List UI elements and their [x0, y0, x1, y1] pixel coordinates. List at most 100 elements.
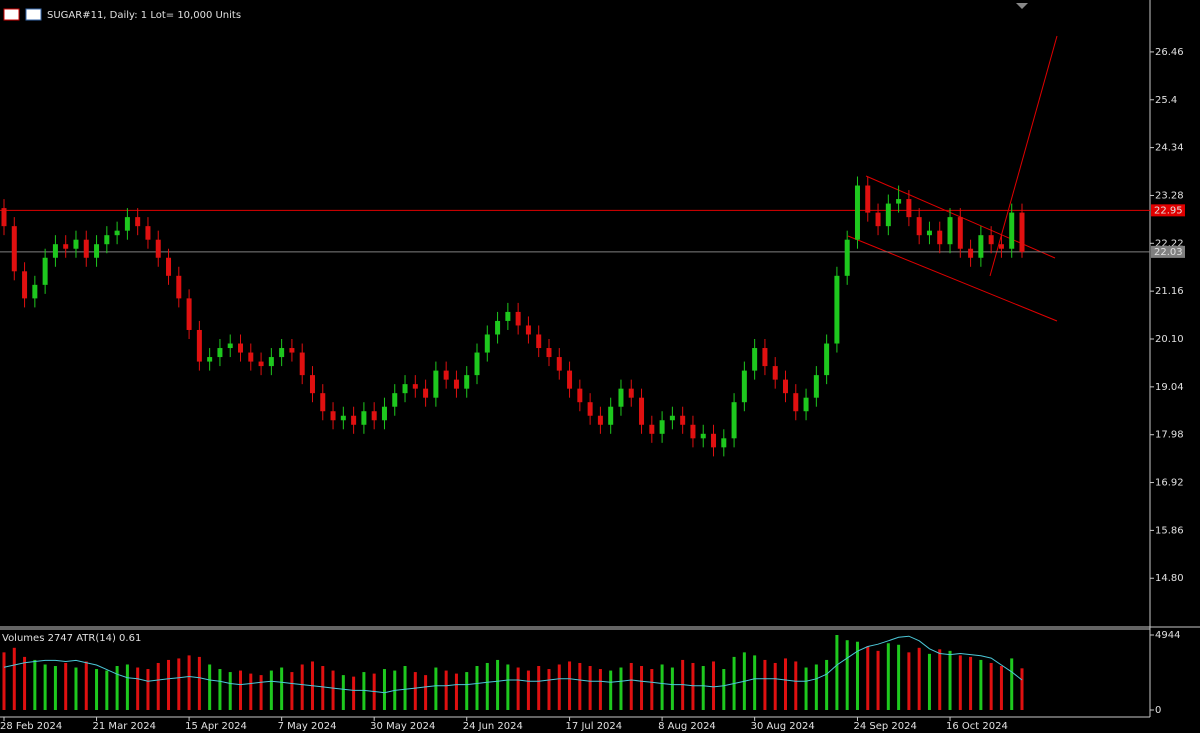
x-tick-label: 15 Apr 2024: [185, 721, 247, 732]
volume-bar: [999, 666, 1003, 710]
volume-bar: [578, 662, 582, 710]
volume-tick-label: 4944: [1155, 630, 1180, 641]
volume-bar: [485, 662, 489, 710]
volume-bar: [938, 649, 942, 710]
chart-title: SUGAR#11, Daily: 1 Lot= 10,000 Units: [47, 10, 241, 21]
volume-bar: [197, 656, 201, 710]
candle-body: [361, 411, 367, 425]
candle-body: [793, 393, 799, 412]
x-tick-label: 16 Oct 2024: [946, 721, 1008, 732]
volume-bar: [835, 635, 839, 710]
volume-bar: [670, 667, 674, 710]
candle-body: [330, 411, 336, 421]
y-tick-label: 16.92: [1155, 478, 1184, 489]
candle-body: [22, 271, 28, 299]
candle-body: [196, 329, 202, 362]
volume-bar: [167, 659, 171, 710]
volume-bar: [845, 640, 849, 710]
volume-bar: [125, 664, 129, 710]
candle-body: [896, 199, 902, 204]
volume-bar: [876, 650, 880, 710]
candle-body: [659, 420, 665, 434]
y-tick-label: 19.04: [1155, 382, 1184, 393]
volume-bar: [249, 673, 253, 710]
volume-bar: [691, 662, 695, 710]
volume-bar: [424, 675, 428, 710]
candle-body: [690, 424, 696, 439]
x-tick-label: 17 Jul 2024: [566, 721, 623, 732]
volume-bar: [280, 667, 284, 710]
candle-body: [186, 298, 192, 330]
candle-body: [505, 311, 511, 321]
volume-bar: [855, 641, 859, 710]
candle-body: [813, 375, 819, 398]
volume-bar: [927, 653, 931, 710]
candle-body: [680, 415, 686, 425]
candle-body: [968, 248, 974, 258]
volume-bar: [650, 669, 654, 710]
candle-body: [423, 388, 429, 398]
candle-body: [865, 185, 871, 213]
volume-bar: [105, 670, 109, 710]
candle-body: [577, 388, 583, 403]
candle-body: [885, 203, 891, 227]
candle-body: [166, 257, 172, 276]
candle-body: [937, 230, 943, 245]
candle-body: [536, 334, 542, 349]
candle-body: [248, 352, 254, 362]
y-tick-label: 25.4: [1155, 95, 1177, 106]
candle-body: [515, 311, 521, 326]
volume-bar: [43, 664, 47, 710]
candle-body: [587, 402, 593, 416]
candle-body: [495, 320, 501, 335]
volume-bar: [2, 652, 6, 710]
candle-body: [721, 438, 727, 448]
candle-body: [443, 370, 449, 380]
candle-body: [926, 230, 932, 236]
volume-bar: [701, 666, 705, 710]
candle-body: [978, 235, 984, 258]
candle-body: [854, 185, 860, 240]
volume-bar: [156, 662, 160, 710]
volume-bar: [269, 670, 273, 710]
volume-bar: [413, 672, 417, 710]
candle-body: [135, 217, 141, 227]
y-tick-label: 22.22: [1155, 238, 1184, 249]
volume-bar: [783, 658, 787, 710]
volume-bar: [958, 655, 962, 710]
volume-bar: [917, 647, 921, 710]
candle-body: [238, 343, 244, 353]
volume-bar: [866, 646, 870, 710]
candle-body: [42, 257, 48, 285]
candle-body: [320, 393, 326, 412]
volume-bar: [722, 669, 726, 710]
volume-bar: [526, 670, 530, 710]
volume-bar: [115, 666, 119, 710]
header-icons: [3, 8, 42, 21]
candle-body: [844, 239, 850, 276]
volume-bar: [989, 662, 993, 710]
candle-body: [711, 433, 717, 448]
volume-bar: [403, 666, 407, 710]
candle-body: [567, 370, 573, 389]
volume-bar: [773, 662, 777, 710]
candle-body: [433, 370, 439, 398]
x-tick-label: 24 Sep 2024: [853, 721, 916, 732]
x-tick-label: 24 Jun 2024: [463, 721, 523, 732]
volume-bar: [712, 661, 716, 710]
candle-body: [207, 357, 213, 362]
candle-body: [464, 375, 470, 389]
volume-bar: [331, 670, 335, 710]
icon: [25, 8, 42, 21]
candle-body: [762, 348, 768, 367]
volume-bar: [1020, 668, 1024, 710]
candle-body: [104, 235, 110, 245]
y-tick-label: 23.28: [1155, 190, 1184, 201]
volume-bar: [969, 656, 973, 710]
volume-bar: [886, 643, 890, 710]
candle-body: [752, 348, 758, 371]
volume-bar: [506, 664, 510, 710]
volume-bar: [218, 669, 222, 710]
candle-body: [402, 384, 408, 394]
